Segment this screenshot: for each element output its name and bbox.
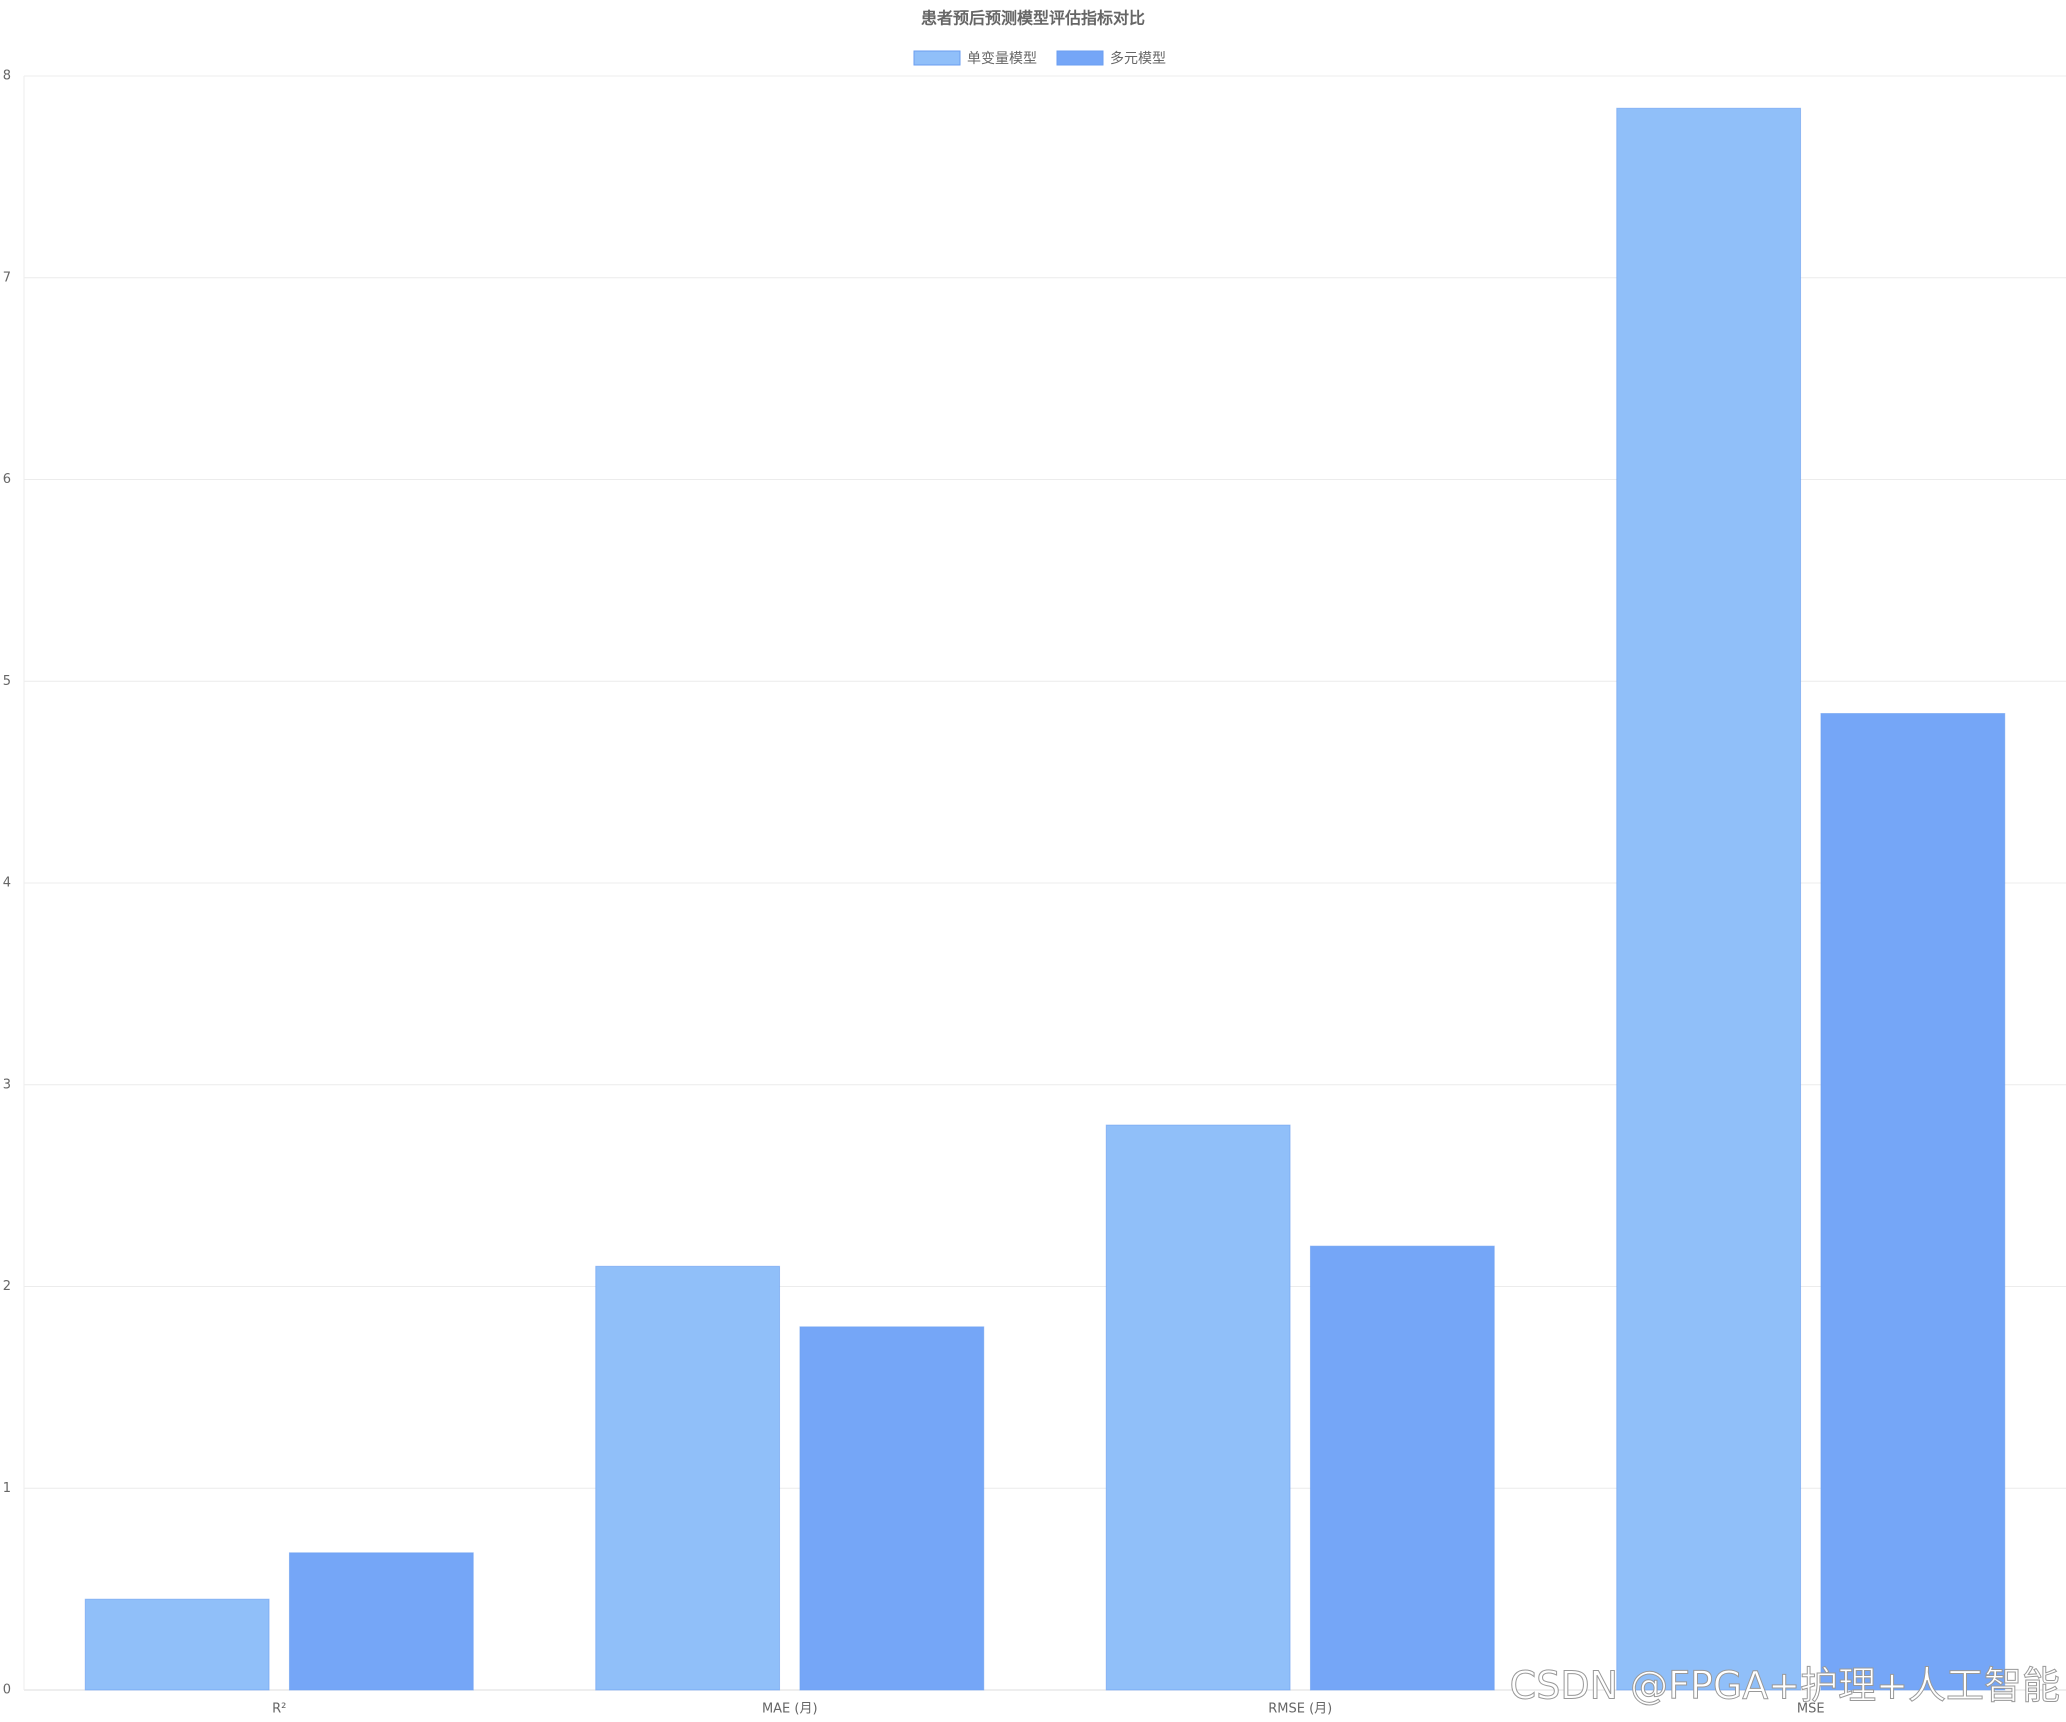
y-tick-label: 0 [3,1683,11,1698]
legend-swatch [913,50,961,66]
x-tick-label: RMSE (月) [1268,1702,1332,1717]
bar [1820,713,2006,1691]
y-tick-label: 8 [3,69,11,84]
y-tick-label: 2 [3,1279,11,1294]
legend-swatch [1056,50,1104,66]
y-tick-label: 5 [3,674,11,689]
y-tick-label: 4 [3,876,11,891]
bar [1309,1245,1495,1691]
bar [595,1265,781,1691]
x-tick-label: MSE [1797,1702,1825,1717]
bar [1616,107,1802,1691]
y-tick-label: 6 [3,472,11,487]
bar [288,1552,474,1691]
legend-label: 单变量模型 [967,51,1037,67]
bar [799,1326,985,1691]
x-tick-label: MAE (月) [762,1702,818,1717]
y-tick-label: 7 [3,270,11,285]
legend-label: 多元模型 [1110,50,1166,67]
watermark: CSDN @FPGA+护理+人工智能 [1510,1664,2060,1708]
y-tick-label: 3 [3,1077,11,1092]
bar [1105,1124,1291,1691]
x-tick-label: R² [272,1702,286,1717]
chart-title: 患者预后预测模型评估指标对比 [921,9,1145,28]
bar [84,1598,270,1691]
y-tick-label: 1 [3,1481,11,1496]
